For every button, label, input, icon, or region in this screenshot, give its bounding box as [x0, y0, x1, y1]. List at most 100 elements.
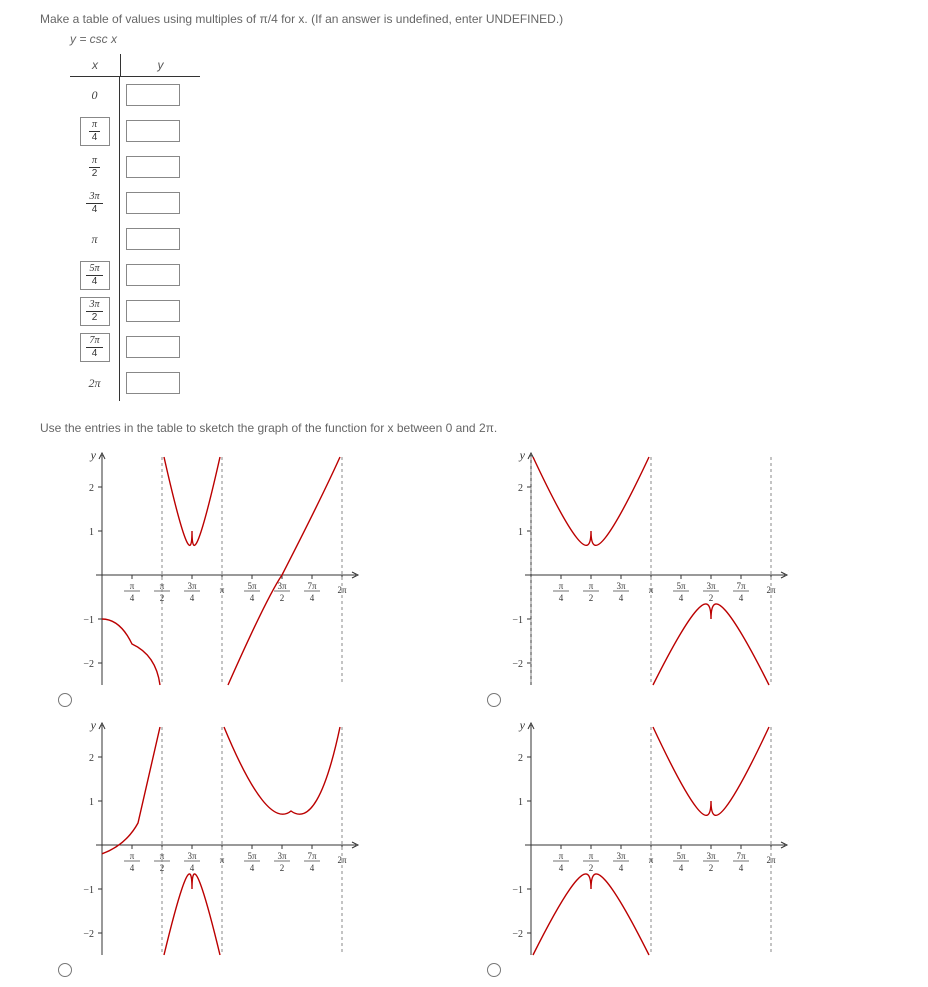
table-row: 3π2 [70, 293, 250, 329]
y-cell [120, 329, 240, 365]
y-header: y [120, 54, 200, 77]
x-cell: π2 [70, 149, 120, 185]
svg-text:3π: 3π [277, 581, 287, 591]
svg-text:4: 4 [619, 593, 624, 603]
radio-option-C[interactable] [58, 963, 72, 977]
chart-option-A: yx−2−112π4π23π4π5π43π27π42π [60, 445, 459, 705]
svg-text:4: 4 [250, 593, 255, 603]
svg-text:4: 4 [250, 863, 255, 873]
table-row: 0 [70, 77, 250, 113]
x-boxed-value: π4 [80, 117, 110, 146]
chart-option-B: yx−2−112π4π23π4π5π43π27π42π [489, 445, 888, 705]
svg-text:3π: 3π [706, 851, 716, 861]
radio-option-B[interactable] [487, 693, 501, 707]
chart-svg: yx−2−112π4π23π4π5π43π27π42π [489, 715, 789, 975]
svg-text:π: π [130, 581, 135, 591]
y-cell [120, 149, 240, 185]
svg-text:−1: −1 [512, 885, 523, 896]
y-input[interactable] [126, 300, 180, 322]
x-cell: 3π2 [70, 293, 120, 329]
svg-text:2: 2 [589, 863, 594, 873]
table-row: π2 [70, 149, 250, 185]
table-row: 5π4 [70, 257, 250, 293]
y-input[interactable] [126, 264, 180, 286]
svg-text:7π: 7π [307, 851, 317, 861]
y-cell [120, 221, 240, 257]
svg-text:2: 2 [518, 483, 523, 494]
table-row: 3π4 [70, 185, 250, 221]
svg-text:π: π [589, 851, 594, 861]
chart-svg: yx−2−112π4π23π4π5π43π27π42π [60, 715, 360, 975]
values-table: x y 0 π4 π23π4π 5π4 3π2 7π4 2π [70, 54, 250, 401]
svg-text:7π: 7π [736, 581, 746, 591]
svg-text:y: y [519, 718, 526, 732]
y-cell [120, 113, 240, 149]
x-cell: π [70, 221, 120, 257]
svg-text:3π: 3π [616, 851, 626, 861]
svg-text:−1: −1 [512, 615, 523, 626]
svg-text:5π: 5π [247, 581, 257, 591]
svg-text:1: 1 [518, 527, 523, 538]
svg-text:2: 2 [518, 753, 523, 764]
svg-text:4: 4 [679, 593, 684, 603]
y-input[interactable] [126, 120, 180, 142]
radio-option-D[interactable] [487, 963, 501, 977]
x-cell: 2π [70, 365, 120, 401]
svg-text:1: 1 [518, 797, 523, 808]
chart-options-grid: y x −2 −1 1 2 π 4 π 2 3π 4 π 5π 4 3π 2 7π 4 2 π y x −2 −1 1 2 π 4 π 2… [40, 445, 888, 975]
svg-text:1: 1 [89, 797, 94, 808]
svg-text:x: x [788, 830, 789, 844]
svg-text:x: x [788, 560, 789, 574]
svg-text:y: y [519, 448, 526, 462]
svg-text:π: π [589, 581, 594, 591]
svg-text:π: π [130, 851, 135, 861]
svg-text:−2: −2 [83, 929, 94, 940]
y-cell [120, 365, 240, 401]
sketch-instruction: Use the entries in the table to sketch t… [40, 421, 888, 435]
svg-text:2: 2 [89, 483, 94, 494]
svg-text:3π: 3π [277, 851, 287, 861]
svg-text:7π: 7π [736, 851, 746, 861]
svg-text:−1: −1 [83, 885, 94, 896]
svg-text:4: 4 [310, 593, 315, 603]
y-cell [120, 185, 240, 221]
svg-text:y: y [90, 448, 97, 462]
svg-text:4: 4 [130, 593, 135, 603]
y-cell [120, 257, 240, 293]
svg-text:4: 4 [619, 863, 624, 873]
x-boxed-value: 3π2 [80, 297, 110, 326]
svg-text:4: 4 [130, 863, 135, 873]
svg-text:x: x [359, 830, 360, 844]
x-cell: π4 [70, 113, 120, 149]
svg-text:3π: 3π [706, 581, 716, 591]
y-input[interactable] [126, 336, 180, 358]
svg-text:2: 2 [89, 753, 94, 764]
svg-text:2: 2 [709, 593, 714, 603]
svg-text:7π: 7π [307, 581, 317, 591]
svg-text:4: 4 [190, 593, 195, 603]
svg-text:π: π [559, 851, 564, 861]
y-input[interactable] [126, 228, 180, 250]
table-header-row: x y [70, 54, 250, 77]
y-input[interactable] [126, 156, 180, 178]
y-input[interactable] [126, 372, 180, 394]
chart-option-D: yx−2−112π4π23π4π5π43π27π42π [489, 715, 888, 975]
table-row: π [70, 221, 250, 257]
x-boxed-value: 5π4 [80, 261, 110, 290]
chart-svg: yx−2−112π4π23π4π5π43π27π42π [60, 445, 360, 705]
table-row: π4 [70, 113, 250, 149]
x-boxed-value: 7π4 [80, 333, 110, 362]
table-row: 7π4 [70, 329, 250, 365]
x-cell: 3π4 [70, 185, 120, 221]
svg-text:2: 2 [589, 593, 594, 603]
svg-text:π: π [559, 581, 564, 591]
x-cell: 0 [70, 77, 120, 113]
svg-text:5π: 5π [676, 581, 686, 591]
y-input[interactable] [126, 84, 180, 106]
svg-text:−2: −2 [512, 929, 523, 940]
y-cell [120, 77, 240, 113]
y-input[interactable] [126, 192, 180, 214]
x-cell: 7π4 [70, 329, 120, 365]
radio-option-A[interactable] [58, 693, 72, 707]
svg-text:2: 2 [280, 863, 285, 873]
